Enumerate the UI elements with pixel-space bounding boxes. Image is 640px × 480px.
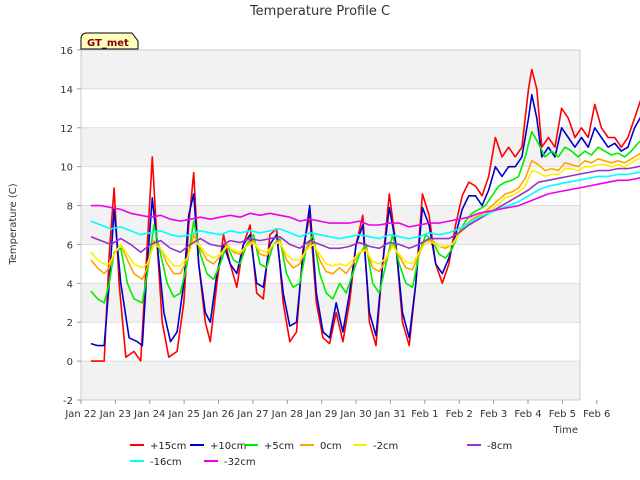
series-line-2cm xyxy=(90,157,640,269)
x-tick-label: Feb 5 xyxy=(549,409,576,420)
background-bands xyxy=(81,50,580,400)
gt-met-badge: GT_met xyxy=(80,32,139,50)
series-line-5cm xyxy=(90,130,640,304)
y-tick-label: 8 xyxy=(67,202,73,213)
series-line-10cm xyxy=(90,93,640,347)
x-tick-label: Jan 30 xyxy=(339,409,371,420)
legend-label-10cm: +10cm xyxy=(210,441,246,452)
x-tick-label: Feb 1 xyxy=(411,409,438,420)
y-tick-label: 4 xyxy=(67,279,73,290)
x-tick-label: Jan 27 xyxy=(236,409,268,420)
legend: +15cm +10cm +5cm 0cm -2cm -8cm -16cm -32cm xyxy=(130,441,512,468)
legend-label-5cm: +5cm xyxy=(264,441,294,452)
x-tick-label: Jan 29 xyxy=(305,409,337,420)
x-tick-label: Feb 4 xyxy=(514,409,541,420)
y-tick-label: -2 xyxy=(63,396,73,407)
series-line-0cm xyxy=(90,152,640,281)
x-tick-label: Jan 26 xyxy=(202,409,234,420)
legend-label-32cm: -32cm xyxy=(224,457,256,468)
x-tick-label: Jan 22 xyxy=(64,409,96,420)
y-tick-label: 14 xyxy=(60,85,73,96)
plot-frame xyxy=(80,49,581,401)
legend-label-16cm: -16cm xyxy=(150,457,182,468)
x-tick-label: Feb 2 xyxy=(446,409,473,420)
x-tick-label: Jan 25 xyxy=(167,409,199,420)
band xyxy=(81,127,580,167)
badge-label: GT_met xyxy=(87,38,129,49)
band xyxy=(81,283,580,323)
band xyxy=(81,50,580,89)
x-axis-label: Time xyxy=(553,425,578,436)
x-tick-label: Jan 24 xyxy=(133,409,165,420)
band xyxy=(81,361,580,400)
chart-title: Temperature Profile C xyxy=(249,4,390,19)
x-tick-label: Feb 3 xyxy=(480,409,507,420)
band xyxy=(81,205,580,245)
y-axis-label: Temperature (C) xyxy=(8,183,19,265)
x-tick-label: Jan 31 xyxy=(374,409,406,420)
x-tick-label: Feb 6 xyxy=(583,409,610,420)
y-axis-ticks: -2 0 2 4 6 8 10 12 14 16 xyxy=(60,46,81,407)
y-tick-label: 10 xyxy=(60,163,73,174)
y-tick-label: 0 xyxy=(67,357,73,368)
series-line-15cm xyxy=(90,68,640,362)
series-line-16cm xyxy=(90,171,640,240)
series-line-32cm xyxy=(90,177,640,228)
y-tick-label: 12 xyxy=(60,124,73,135)
x-tick-label: Jan 28 xyxy=(271,409,303,420)
y-tick-label: 16 xyxy=(60,46,73,57)
legend-label-8cm: -8cm xyxy=(487,441,512,452)
x-tick-label: Jan 23 xyxy=(99,409,131,420)
badge-shape xyxy=(80,32,139,50)
legend-label-2cm: -2cm xyxy=(373,441,398,452)
series-lines xyxy=(90,68,640,362)
y-tick-label: 2 xyxy=(67,318,73,329)
x-axis-ticks: Jan 22 Jan 23 Jan 24 Jan 25 Jan 26 Jan 27 Jan … xyxy=(64,400,610,420)
y-tick-label: 6 xyxy=(67,240,73,251)
series-line-8cm xyxy=(90,165,640,253)
legend-label-15cm: +15cm xyxy=(150,441,186,452)
legend-label-0cm: 0cm xyxy=(320,441,342,452)
